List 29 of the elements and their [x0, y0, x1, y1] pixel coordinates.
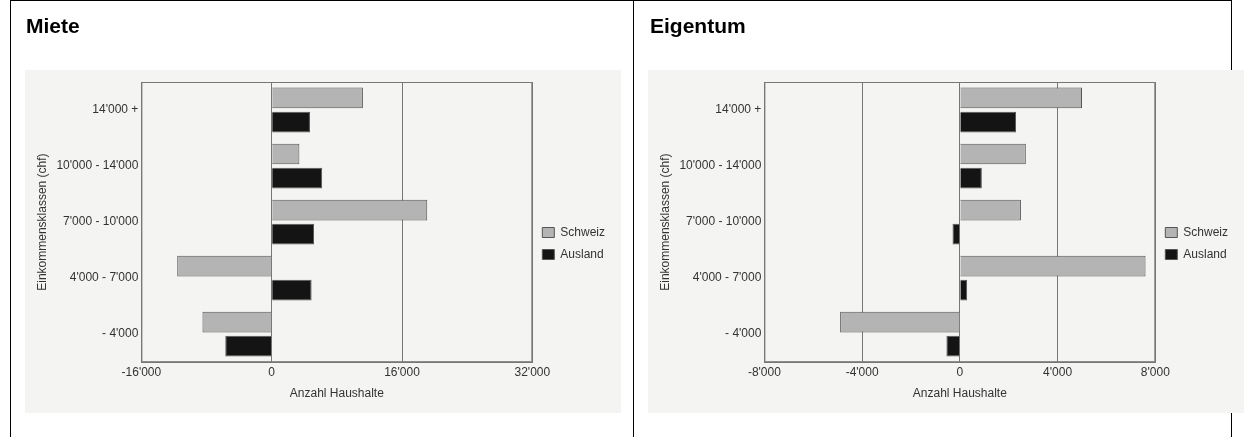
chart-title: Eigentum — [650, 14, 746, 38]
y-tick-label: 4'000 - 7'000 — [692, 270, 762, 285]
y-axis-title: Einkommensklassen (chf) — [657, 153, 672, 291]
chart-title: Miete — [26, 14, 80, 38]
x-tick-label: 16'000 — [384, 364, 421, 379]
legend-label: Ausland — [560, 246, 604, 261]
x-tick-label: 4'000 — [1043, 364, 1073, 379]
x-tick-label: -16'000 — [121, 364, 162, 379]
y-tick-label: - 4'000 — [102, 326, 139, 341]
legend-label: Schweiz — [1183, 224, 1228, 239]
x-axis-title: Anzahl Haushalte — [289, 386, 385, 401]
y-tick-label: 10'000 - 14'000 — [56, 158, 139, 173]
y-tick-label: 7'000 - 10'000 — [63, 214, 139, 229]
y-axis-title: Einkommensklassen (chf) — [34, 153, 49, 291]
x-tick-label: -8'000 — [747, 364, 782, 379]
x-tick-label: 8'000 — [1140, 364, 1171, 379]
y-tick-label: 14'000 + — [92, 102, 139, 117]
x-tick-label: 0 — [268, 364, 276, 379]
x-axis-title: Anzahl Haushalte — [912, 386, 1008, 401]
y-tick-label: 4'000 - 7'000 — [69, 270, 139, 285]
y-tick-label: 10'000 - 14'000 — [679, 158, 762, 173]
y-tick-label: 14'000 + — [715, 102, 762, 117]
x-tick-label: 32'000 — [514, 364, 551, 379]
x-tick-label: 0 — [956, 364, 964, 379]
y-tick-label: - 4'000 — [725, 326, 762, 341]
legend-label: Ausland — [1183, 246, 1227, 261]
x-tick-label: -4'000 — [845, 364, 879, 379]
y-tick-label: 7'000 - 10'000 — [686, 214, 762, 229]
legend-label: Schweiz — [560, 224, 605, 239]
